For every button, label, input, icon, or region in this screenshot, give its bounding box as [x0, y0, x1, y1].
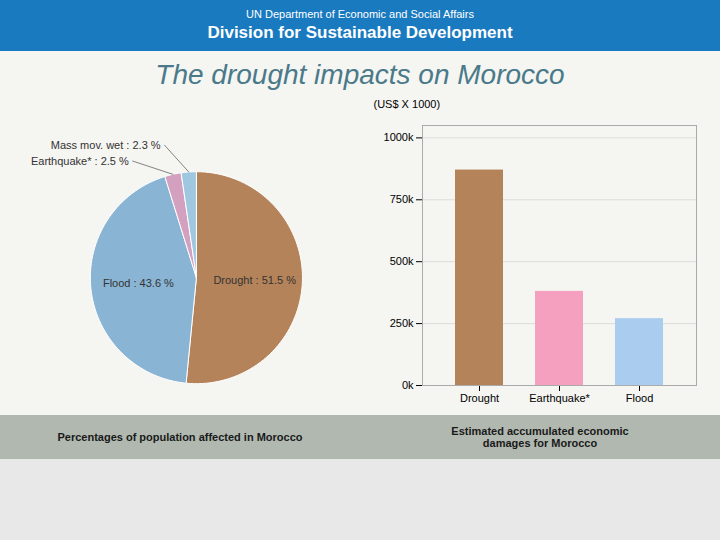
svg-text:Drought : 51.5 %: Drought : 51.5 % — [213, 274, 296, 286]
svg-text:Drought: Drought — [460, 392, 499, 404]
svg-text:750k: 750k — [390, 193, 414, 205]
svg-text:Flood : 43.6 %: Flood : 43.6 % — [103, 277, 174, 289]
svg-text:250k: 250k — [390, 317, 414, 329]
svg-text:500k: 500k — [390, 255, 414, 267]
svg-text:Mass mov. wet : 2.3 %: Mass mov. wet : 2.3 % — [51, 139, 161, 151]
html-text:UN Department of Economic and: UN Department of Economic and Social Aff… — [246, 8, 474, 20]
svg-text:1000k: 1000k — [384, 131, 414, 143]
html-text:The drought impacts on Morocco: The drought impacts on Morocco — [155, 59, 565, 90]
html-text:Estimated accumulated economic: Estimated accumulated economic damages f… — [451, 425, 629, 449]
html-text:Percentages of population affe: Percentages of population affected in Mo… — [57, 431, 303, 443]
svg-text:Earthquake* : 2.5 %: Earthquake* : 2.5 % — [31, 155, 129, 167]
html-text:Division for Sustainable Devel: Division for Sustainable Development — [207, 23, 513, 42]
svg-text:0k: 0k — [402, 379, 414, 391]
svg-text:Flood: Flood — [626, 392, 654, 404]
svg-text:(US$ X 1000): (US$ X 1000) — [374, 98, 441, 110]
svg-text:Earthquake*: Earthquake* — [529, 392, 590, 404]
